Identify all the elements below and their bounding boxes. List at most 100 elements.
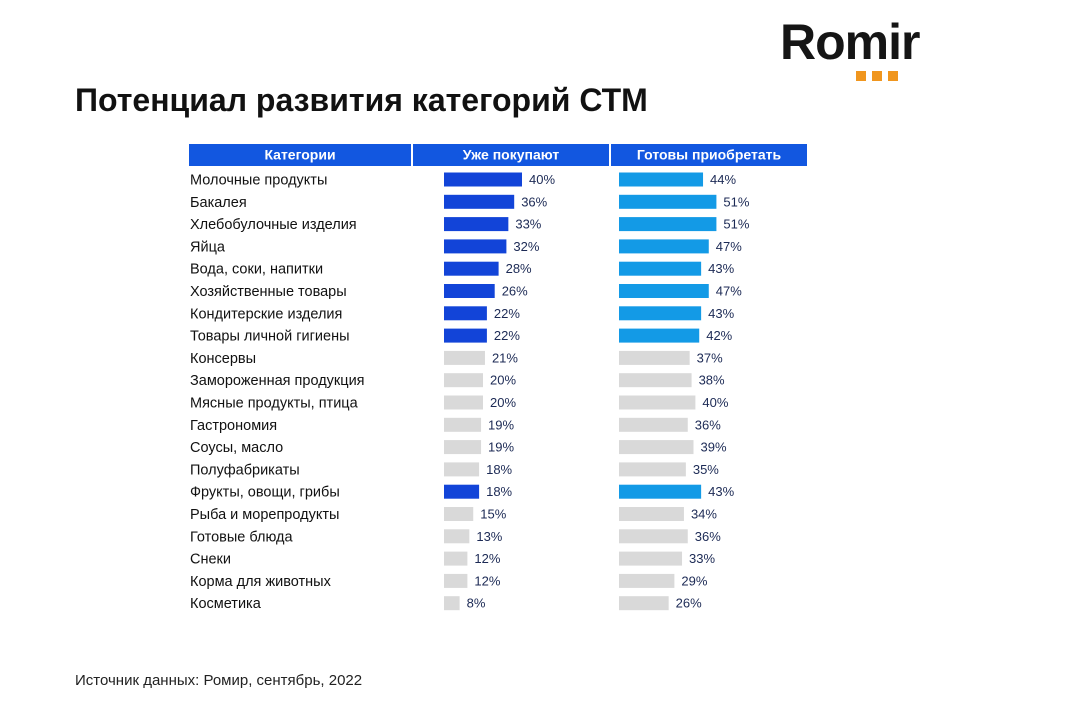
bar-already-buy [444,484,480,499]
bar-ready-to-buy [619,284,709,298]
value-label-already-buy: 13% [476,529,502,544]
value-label-already-buy: 12% [474,551,500,566]
value-label-already-buy: 18% [486,484,512,499]
bar-ready-to-buy [619,239,709,254]
bar-already-buy [444,529,470,544]
bar-ready-to-buy [619,596,669,611]
header-cell [611,144,807,166]
bar-already-buy [444,596,460,611]
value-label-already-buy: 19% [488,440,514,455]
logo-text: Romir [780,14,920,70]
category-label: Вода, соки, напитки [190,262,323,278]
bar-already-buy [444,328,487,343]
value-label-already-buy: 22% [494,328,520,343]
header-cell [413,144,609,166]
category-label: Замороженная продукция [190,373,365,389]
bar-ready-to-buy [619,573,675,588]
category-label: Корма для животных [190,574,332,590]
logo-dot [856,71,866,81]
value-label-already-buy: 20% [490,395,516,410]
romir-logo: Romir [780,14,950,84]
value-label-already-buy: 15% [480,507,506,522]
bar-ready-to-buy [619,328,700,343]
value-label-ready-to-buy: 39% [700,440,726,455]
value-label-ready-to-buy: 35% [693,462,719,477]
bar-ready-to-buy [619,507,684,521]
value-label-already-buy: 40% [529,172,555,187]
category-label: Рыба и морепродукты [190,507,339,523]
bar-ready-to-buy [619,462,686,477]
value-label-ready-to-buy: 33% [689,551,715,566]
value-label-ready-to-buy: 51% [723,217,749,232]
value-label-already-buy: 21% [492,350,518,365]
value-label-already-buy: 33% [515,217,541,232]
value-label-already-buy: 32% [513,239,539,254]
bar-ready-to-buy [619,417,688,432]
category-label: Молочные продукты [190,173,327,189]
value-label-already-buy: 19% [488,417,514,432]
category-label: Бакалея [190,195,247,211]
column-header: Категории [264,147,335,163]
category-label: Яйца [190,239,226,255]
category-label: Снеки [190,552,231,568]
value-label-ready-to-buy: 44% [710,172,736,187]
value-label-already-buy: 26% [502,284,528,299]
value-label-already-buy: 22% [494,306,520,321]
value-label-ready-to-buy: 47% [716,284,742,299]
category-label: Фрукты, овощи, грибы [190,485,340,501]
bar-ready-to-buy [619,306,702,321]
bar-ready-to-buy [619,551,683,566]
bar-already-buy [444,350,485,365]
category-label: Гастрономия [190,418,277,434]
value-label-ready-to-buy: 43% [708,306,734,321]
category-label: Косметика [190,596,262,612]
bar-already-buy [444,217,509,232]
bar-already-buy [444,462,480,477]
bar-ready-to-buy [619,350,690,365]
value-label-already-buy: 28% [506,261,532,276]
value-label-ready-to-buy: 37% [697,350,723,365]
category-label: Полуфабрикаты [190,462,300,478]
value-label-already-buy: 18% [486,462,512,477]
logo-dot [888,71,898,81]
bar-already-buy [444,261,499,276]
value-label-already-buy: 12% [474,573,500,588]
value-label-ready-to-buy: 36% [695,417,721,432]
category-label: Мясные продукты, птица [190,396,359,412]
header-cell [189,144,411,166]
bar-already-buy [444,194,515,209]
value-label-already-buy: 20% [490,373,516,388]
bar-already-buy [444,284,495,298]
category-label: Кондитерские изделия [190,306,342,322]
value-label-ready-to-buy: 47% [716,239,742,254]
logo-dots [856,71,898,81]
value-label-ready-to-buy: 42% [706,328,732,343]
value-label-ready-to-buy: 40% [702,395,728,410]
bar-already-buy [444,417,482,432]
bar-ready-to-buy [619,373,692,388]
value-label-already-buy: 8% [467,596,486,611]
value-label-ready-to-buy: 36% [695,529,721,544]
bar-already-buy [444,395,483,410]
category-label: Готовые блюда [190,529,294,545]
bar-ready-to-buy [619,172,704,187]
bar-ready-to-buy [619,529,688,544]
bar-already-buy [444,306,487,321]
value-label-ready-to-buy: 38% [699,373,725,388]
bar-already-buy [444,507,474,521]
bar-ready-to-buy [619,217,717,232]
bar-ready-to-buy [619,194,717,209]
bar-already-buy [444,573,468,588]
category-label: Товары личной гигиены [190,329,350,345]
value-label-ready-to-buy: 51% [723,194,749,209]
column-header: Уже покупают [463,147,560,163]
bar-already-buy [444,373,483,388]
logo-dot [872,71,882,81]
bar-ready-to-buy [619,440,694,455]
column-header: Готовы приобретать [637,147,782,163]
category-label: Консервы [190,351,256,367]
bar-already-buy [444,172,522,187]
value-label-ready-to-buy: 26% [676,596,702,611]
bar-already-buy [444,239,507,254]
